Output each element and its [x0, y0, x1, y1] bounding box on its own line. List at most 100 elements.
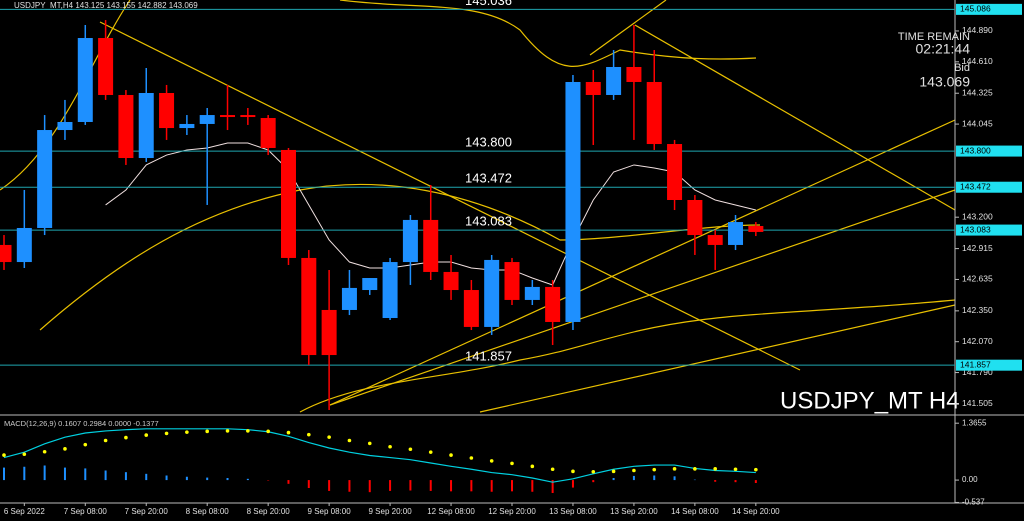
signal-dot [672, 467, 677, 471]
level-tag [956, 224, 1022, 236]
level-tag [956, 181, 1022, 193]
candle-body [646, 81, 662, 145]
candle-body [37, 130, 53, 228]
candle-body [545, 286, 561, 322]
candle-body [585, 81, 601, 95]
candle-body [402, 219, 418, 263]
signal-dot [286, 430, 291, 435]
signal-dot [530, 464, 535, 469]
histogram-bar [206, 477, 209, 481]
trendline [634, 24, 956, 211]
x-tick-label: 7 Sep 08:00 [64, 507, 108, 516]
y-tick-label: 144.890 [962, 25, 993, 35]
y-tick-label: 143.200 [962, 211, 993, 221]
candle-body [199, 115, 215, 124]
candle-body [118, 94, 134, 159]
x-tick-label: 8 Sep 08:00 [186, 507, 230, 516]
band-line [339, 0, 757, 67]
candle-body [626, 66, 642, 82]
candle-body [240, 115, 256, 118]
candle-body [16, 227, 32, 263]
signal-dot [733, 467, 738, 472]
signal-dot [632, 468, 636, 473]
level-tag [956, 3, 1022, 15]
signal-dot [510, 461, 514, 466]
x-tick-label: 13 Sep 08:00 [549, 507, 597, 516]
trendline [589, 0, 667, 56]
x-tick-label: 9 Sep 08:00 [308, 507, 352, 516]
y-tick-label: 141.790 [962, 367, 993, 377]
candle-body [280, 149, 296, 258]
histogram-bar [714, 480, 717, 482]
histogram-bar [3, 467, 5, 481]
histogram-bar [571, 480, 574, 488]
trendline [329, 189, 956, 406]
watermark: USDJPY_MT H4 [780, 387, 960, 414]
signal-dot [571, 469, 575, 474]
histogram-bar [612, 478, 615, 481]
signal-dot [388, 444, 392, 449]
signal-dot [408, 447, 413, 452]
signal-dot [22, 452, 27, 457]
candle-body [504, 262, 520, 300]
signal-dot [144, 433, 149, 437]
y-tick-label: 142.635 [962, 274, 993, 284]
level-text: 143.083 [465, 214, 512, 229]
signal-dot [489, 459, 494, 463]
histogram-bar [287, 480, 290, 484]
histogram-bar [328, 480, 331, 491]
x-tick-label: 8 Sep 20:00 [247, 507, 291, 516]
signal-dot [591, 469, 596, 474]
histogram-bar [368, 480, 371, 493]
level-text: 141.857 [465, 349, 512, 364]
histogram-bar [653, 475, 656, 481]
y-tick-label: 1.3655 [962, 418, 987, 427]
candle-body [606, 66, 622, 95]
histogram-bar [145, 473, 148, 481]
signal-dot [164, 431, 169, 436]
histogram-bar [551, 480, 554, 493]
candle-body [362, 278, 378, 291]
candle-body [728, 222, 744, 245]
candle-body [98, 38, 114, 95]
candle-body [443, 271, 459, 291]
candle-body [423, 219, 439, 272]
signal-dot [611, 469, 616, 474]
signal-dot [367, 441, 372, 446]
candle-body [382, 262, 398, 319]
trendline [329, 119, 956, 406]
histogram-bar [592, 480, 595, 483]
signal-dot [652, 467, 657, 472]
x-tick-label: 12 Sep 20:00 [488, 507, 536, 516]
histogram-bar [246, 478, 249, 481]
histogram-bar [23, 466, 26, 481]
candle-body [159, 93, 175, 129]
candle-body [687, 199, 703, 236]
x-tick-label: 7 Sep 20:00 [125, 507, 169, 516]
level-tag [956, 359, 1022, 371]
y-tick-label: 144.045 [962, 118, 993, 128]
signal-dot [469, 456, 474, 460]
candle-body [565, 81, 581, 322]
candle-body [463, 290, 479, 327]
signal-dot [124, 435, 128, 440]
signal-dot [754, 467, 758, 472]
y-tick-label: 144.325 [962, 87, 993, 97]
band-line [299, 299, 956, 413]
x-tick-label: 9 Sep 20:00 [369, 507, 413, 516]
candle-body [0, 244, 12, 263]
x-tick-label: 14 Sep 20:00 [732, 507, 780, 516]
time-remain-label: TIME REMAIN [898, 31, 970, 43]
band-line [39, 183, 761, 331]
histogram-bar [84, 468, 87, 481]
histogram-bar [754, 480, 757, 483]
histogram-bar [43, 465, 46, 481]
histogram-bar [734, 480, 737, 483]
candle-body [321, 309, 337, 356]
y-tick-label: 142.915 [962, 243, 993, 253]
candle-body [179, 123, 195, 129]
histogram-bar [511, 480, 513, 492]
signal-dot [713, 467, 717, 471]
